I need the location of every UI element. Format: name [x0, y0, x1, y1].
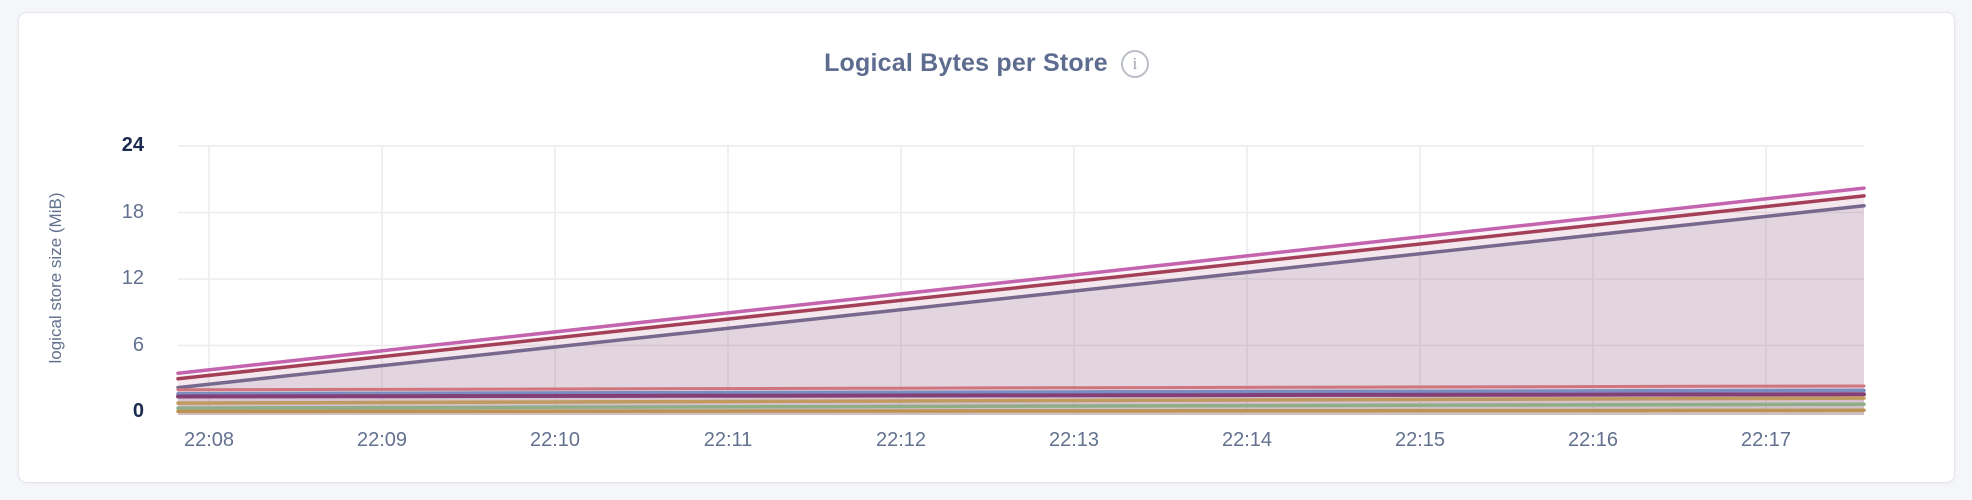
plot-area[interactable]: 0 6 12 18 24 22:08 22:09 22:10 22:11 22:12 22:13 2…	[122, 134, 1866, 451]
series-line-tan	[176, 408, 1866, 414]
x-tick-label: 22:10	[529, 429, 581, 451]
series-line-salmon	[176, 384, 1866, 392]
x-tick-label: 22:12	[875, 429, 927, 451]
chart-title: Logical Bytes per Store	[824, 49, 1108, 77]
x-tick-label: 22:09	[356, 429, 408, 451]
x-tick-label: 22:08	[183, 429, 235, 451]
x-tick-label: 22:16	[1567, 429, 1619, 451]
chart-header: Logical Bytes per Store i	[19, 49, 1954, 78]
series-line-maroon	[176, 194, 1866, 381]
chart-canvas[interactable]	[176, 141, 1866, 415]
chart-card: Logical Bytes per Store i logical store …	[18, 12, 1955, 483]
series-line-green	[176, 402, 1866, 410]
info-icon[interactable]: i	[1120, 49, 1149, 78]
y-tick-label: 12	[121, 267, 144, 290]
series-line-steel-blue	[176, 388, 1866, 396]
x-tick-label: 22:14	[1221, 429, 1273, 451]
series-line-magenta	[176, 392, 1866, 399]
x-tick-label: 22:17	[1740, 429, 1792, 451]
x-tick-label: 22:15	[1394, 429, 1446, 451]
y-tick-label: 0	[132, 400, 144, 423]
y-tick-label: 6	[132, 333, 144, 356]
y-tick-label: 18	[121, 200, 144, 223]
series-line-gold	[176, 396, 1866, 405]
series-area-maroon	[178, 195, 1864, 415]
x-tick-label: 22:11	[703, 429, 753, 451]
series-line-slate	[176, 204, 1866, 390]
series-area-orchid	[178, 188, 1864, 415]
x-tick-label: 22:13	[1048, 429, 1100, 451]
series-line-orchid	[176, 186, 1866, 375]
y-axis-label: logical store size (MiB)	[46, 192, 65, 364]
series-area-slate	[178, 205, 1864, 415]
gridlines	[178, 145, 1864, 412]
y-tick-label: 24	[121, 134, 144, 157]
